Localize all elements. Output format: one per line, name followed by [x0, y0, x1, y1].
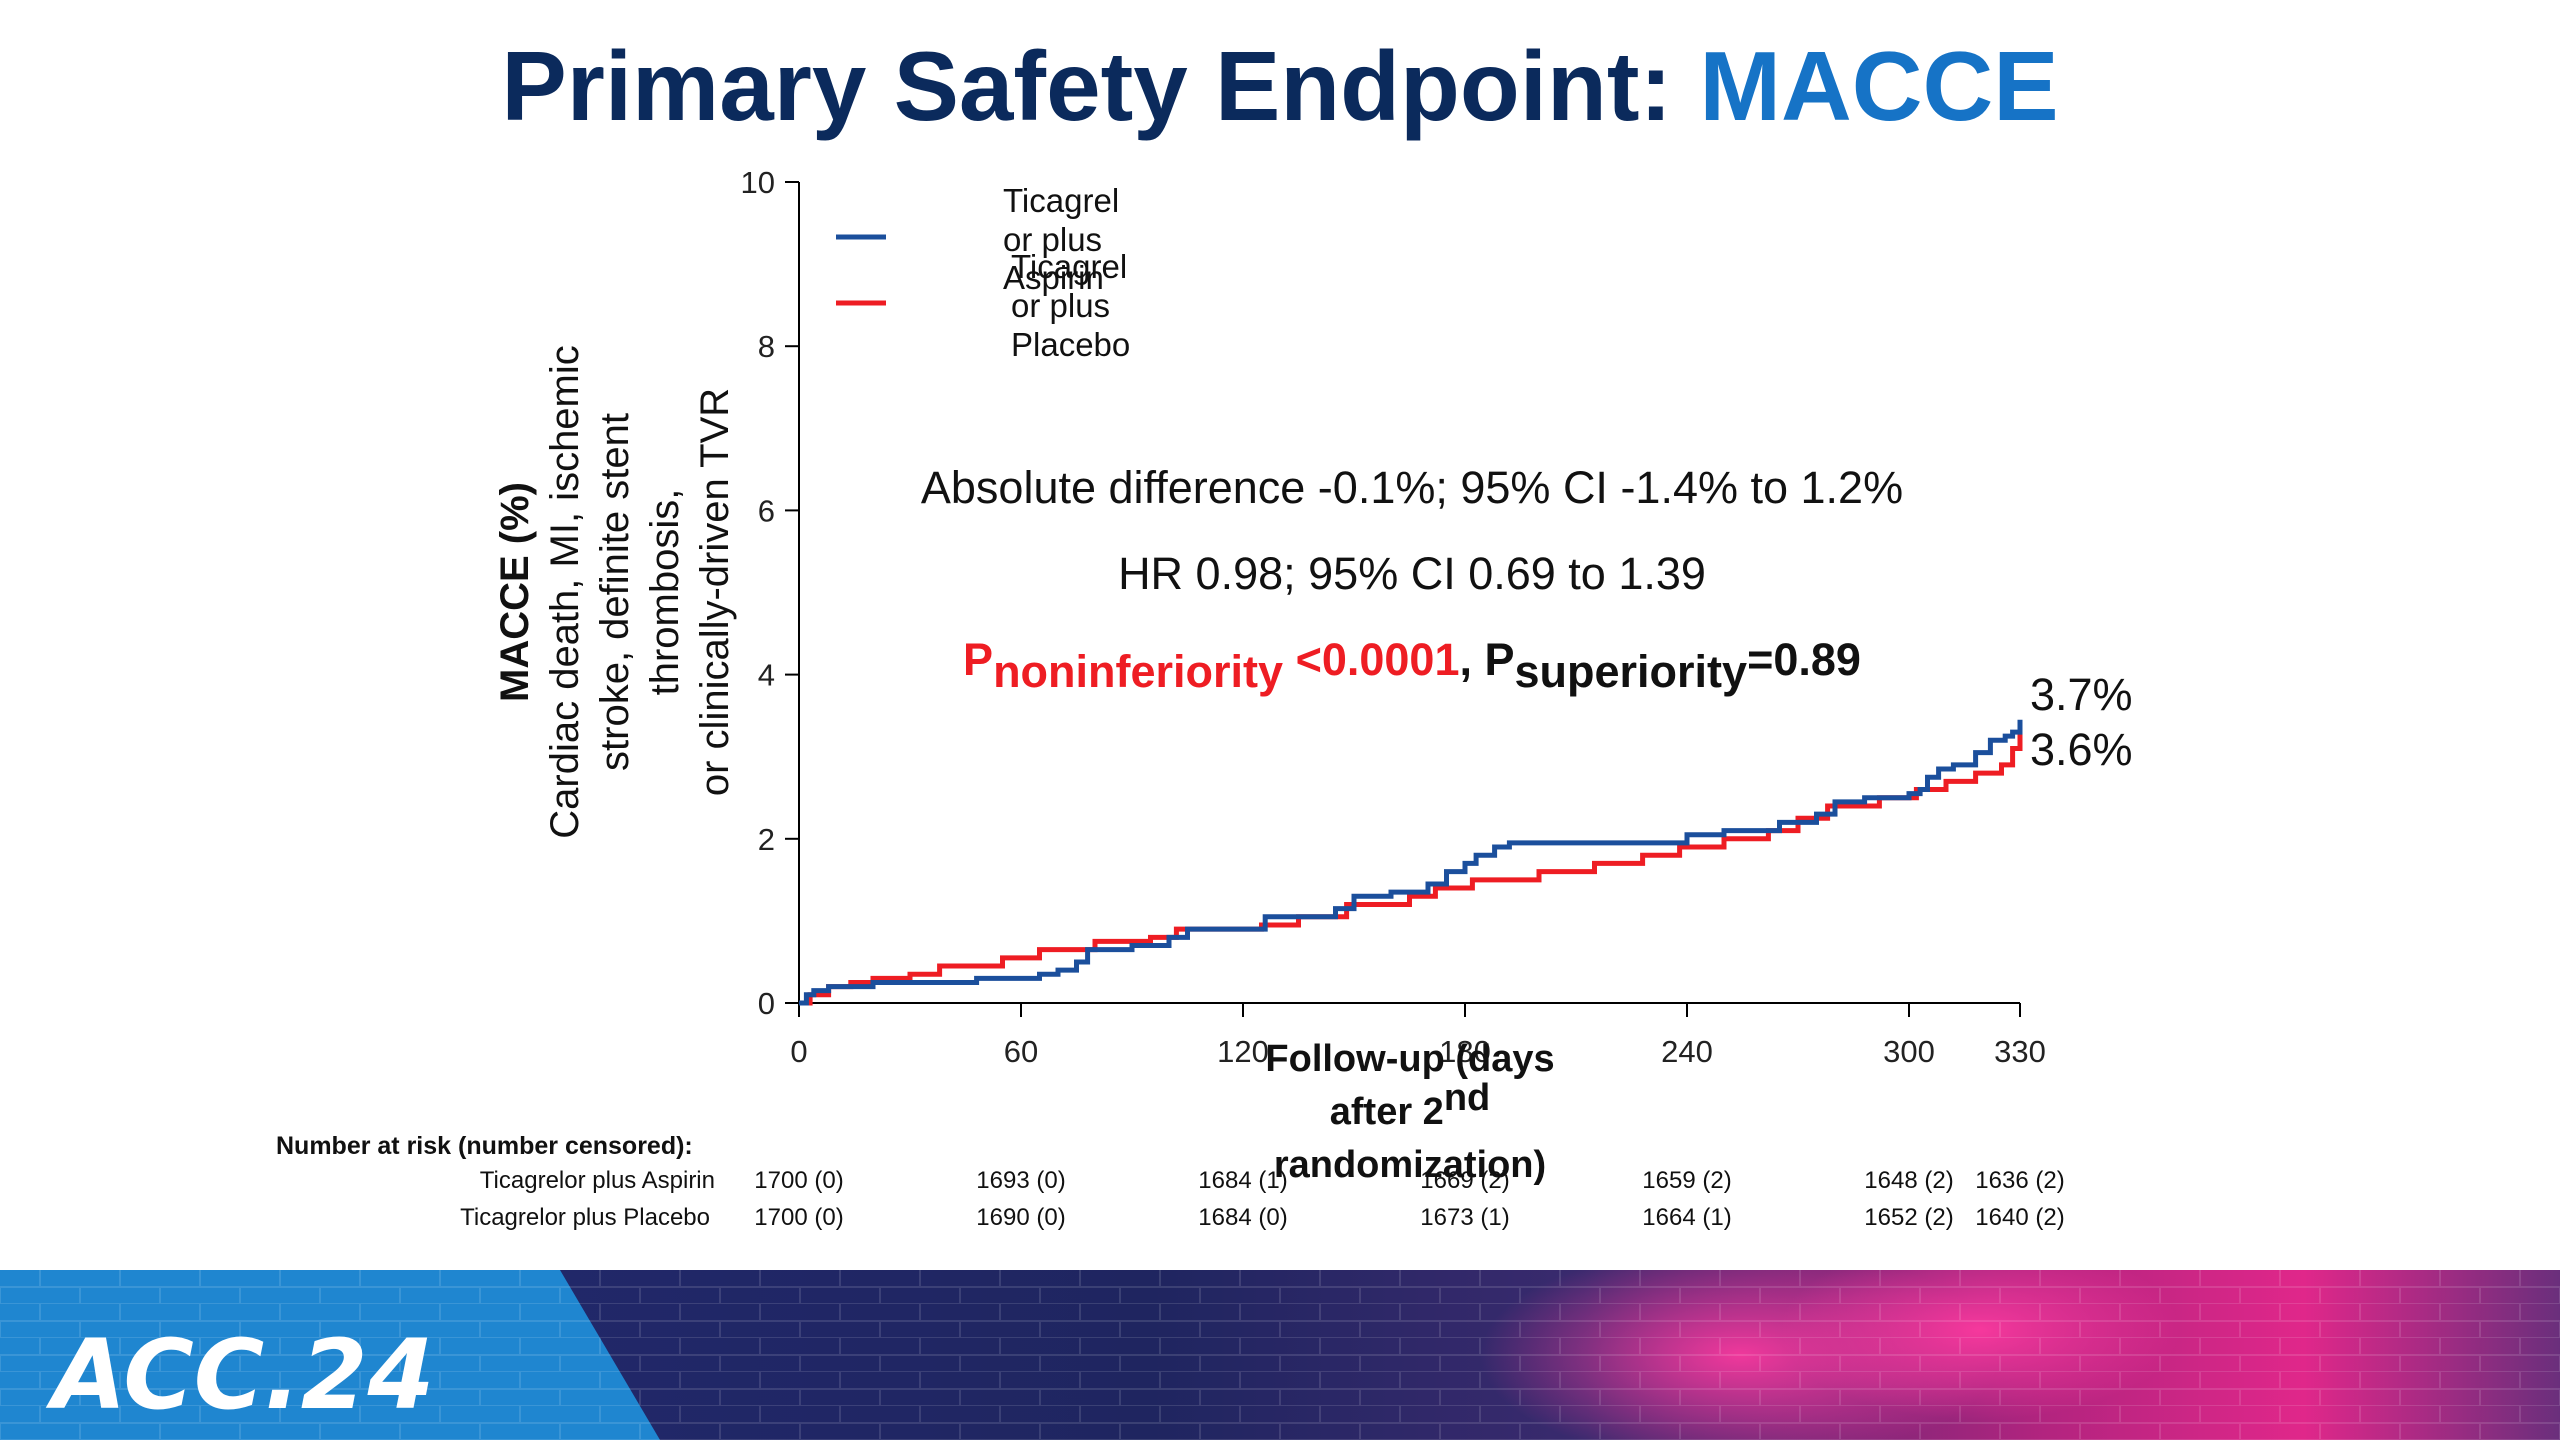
p-superiority-sub: superiority — [1515, 646, 1748, 697]
risk-value-aspirin: 1684 (1) — [1198, 1167, 1287, 1194]
p-separator: , — [1459, 634, 1484, 685]
hazard-ratio-text: HR 0.98; 95% CI 0.69 to 1.39 — [1118, 548, 1706, 599]
y-axis-subtitle-3: thrombosis, — [643, 489, 687, 696]
risk-row-label-placebo: Ticagrelor plus Placebo — [460, 1204, 710, 1231]
legend-aspirin-line2: or plus — [1003, 221, 1102, 258]
legend-aspirin-line1: Ticagrel — [1003, 182, 1119, 219]
risk-value-aspirin: 1669 (2) — [1420, 1167, 1509, 1194]
y-axis-subtitle-4: or clinically-driven TVR — [693, 388, 737, 796]
risk-row-label-aspirin: Ticagrelor plus Aspirin — [480, 1167, 715, 1194]
x-tick-label: 60 — [1004, 1034, 1038, 1069]
p-values-text: Pnoninferiority <0.0001, Psuperiority=0.… — [963, 634, 1861, 697]
x-tick-label: 330 — [1994, 1034, 2046, 1069]
x-tick-label: 240 — [1661, 1034, 1713, 1069]
x-axis-title-line3: randomization) — [1274, 1144, 1546, 1186]
risk-value-placebo: 1700 (0) — [754, 1204, 843, 1231]
risk-value-aspirin: 1700 (0) — [754, 1167, 843, 1194]
y-tick-label: 0 — [758, 986, 775, 1021]
y-tick-label: 4 — [758, 658, 775, 693]
legend-placebo-line3: Placebo — [1011, 326, 1130, 363]
y-tick-label: 10 — [741, 165, 775, 200]
x-tick-label: 120 — [1217, 1034, 1269, 1069]
risk-value-aspirin: 1636 (2) — [1975, 1167, 2064, 1194]
title-main: Primary Safety Endpoint: — [501, 31, 1700, 141]
x-axis-title-line2: after 2nd — [1330, 1077, 1491, 1133]
risk-value-placebo: 1664 (1) — [1642, 1204, 1731, 1231]
x-tick-label: 300 — [1883, 1034, 1935, 1069]
y-tick-label: 8 — [758, 329, 775, 364]
curve-placebo — [799, 732, 2023, 1006]
risk-table-values: 1700 (0) 1693 (0) 1684 (1) 1669 (2) 1659 (2)… — [754, 1167, 2064, 1231]
p-noninferiority-value: <0.0001 — [1283, 634, 1459, 685]
legend-placebo-line2: or plus — [1011, 287, 1110, 324]
km-curves — [799, 719, 2023, 1006]
x-tick-label: 0 — [790, 1034, 807, 1069]
risk-value-aspirin: 1659 (2) — [1642, 1167, 1731, 1194]
slide-title: Primary Safety Endpoint: MACCE — [0, 30, 2560, 143]
risk-table-title: Number at risk (number censored): — [276, 1132, 693, 1160]
x-axis-title-superscript: nd — [1444, 1077, 1490, 1119]
p-superiority-value: =0.89 — [1747, 634, 1861, 685]
legend-placebo-line1: Ticagrel — [1011, 248, 1127, 285]
curve-aspirin — [799, 719, 2023, 1006]
y-axis-title: MACCE (%) — [493, 482, 537, 702]
footer-blue-panel-texture — [0, 1270, 660, 1440]
risk-value-placebo: 1684 (0) — [1198, 1204, 1287, 1231]
risk-value-placebo: 1673 (1) — [1420, 1204, 1509, 1231]
p-superiority-p: P — [1485, 634, 1515, 685]
x-axis-title-line2-text: after 2 — [1330, 1091, 1444, 1133]
title-accent: MACCE — [1699, 31, 2059, 141]
p-noninferiority-sub: noninferiority — [993, 646, 1283, 697]
x-axis-title-line1: Follow-up (days — [1265, 1038, 1554, 1080]
footer-artwork: ACC.24 — [0, 1270, 2560, 1440]
conference-footer-banner: ACC.24 — [0, 1270, 2560, 1440]
final-value-placebo: 3.6% — [2030, 724, 2133, 775]
risk-value-placebo: 1652 (2) — [1864, 1204, 1953, 1231]
y-axis-subtitle-2: stroke, definite stent — [593, 413, 637, 771]
y-tick-label: 6 — [758, 493, 775, 528]
x-tick-label: 180 — [1439, 1034, 1491, 1069]
legend-aspirin-line3: Aspirin — [1003, 259, 1104, 296]
acc24-logo: ACC.24 — [45, 1319, 434, 1431]
risk-value-aspirin: 1648 (2) — [1864, 1167, 1953, 1194]
absolute-difference-text: Absolute difference -0.1%; 95% CI -1.4% … — [921, 462, 1903, 513]
p-noninferiority-p: P — [963, 634, 993, 685]
final-value-aspirin: 3.7% — [2030, 669, 2133, 720]
km-chart: 0 2 4 6 8 10 0 60 120 180 240 300 330 MACCE (%) Card… — [276, 165, 2133, 1231]
risk-value-placebo: 1690 (0) — [976, 1204, 1065, 1231]
risk-value-placebo: 1640 (2) — [1975, 1204, 2064, 1231]
risk-value-aspirin: 1693 (0) — [976, 1167, 1065, 1194]
y-tick-label: 2 — [758, 822, 775, 857]
y-axis-subtitle-1: Cardiac death, MI, ischemic — [543, 345, 587, 839]
axis-ticks: 0 2 4 6 8 10 0 60 120 180 240 300 330 — [741, 165, 2046, 1069]
